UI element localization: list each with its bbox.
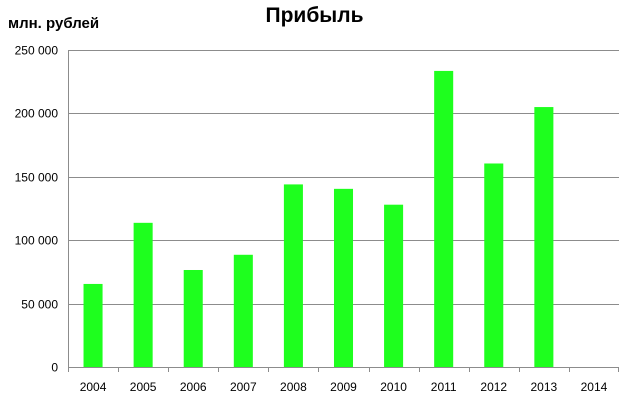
x-tick-label: 2006: [180, 380, 207, 394]
x-tick-label: 2014: [581, 380, 608, 394]
x-tick-label: 2008: [280, 380, 307, 394]
chart-title: Прибыль: [265, 4, 364, 27]
y-axis-unit-label: млн. рублей: [8, 15, 100, 32]
x-tick-label: 2004: [80, 380, 107, 394]
x-tick-label: 2013: [531, 380, 558, 394]
bar-2007: [233, 254, 253, 367]
x-tick-label: 2007: [230, 380, 257, 394]
bar-2006: [183, 269, 203, 367]
bar-2010: [384, 204, 404, 367]
x-tick-label: 2009: [330, 380, 357, 394]
bar-2009: [333, 188, 354, 367]
bar-2005: [133, 222, 153, 367]
bar-2008: [283, 184, 303, 367]
y-tick-label: 200 000: [15, 107, 59, 121]
x-tick-label: 2005: [130, 380, 157, 394]
bar-2012: [484, 163, 504, 367]
y-tick-label: 0: [51, 361, 58, 375]
y-tick-label: 50 000: [21, 298, 58, 312]
bar-2011: [434, 70, 454, 367]
x-tick-label: 2010: [380, 380, 407, 394]
x-tick-label: 2011: [431, 380, 457, 394]
y-tick-label: 250 000: [15, 44, 59, 58]
x-tick-label: 2012: [480, 380, 507, 394]
y-tick-label: 150 000: [15, 171, 59, 185]
y-tick-label: 100 000: [15, 234, 59, 248]
bar-2004: [83, 283, 103, 367]
bar-2013: [534, 107, 554, 367]
